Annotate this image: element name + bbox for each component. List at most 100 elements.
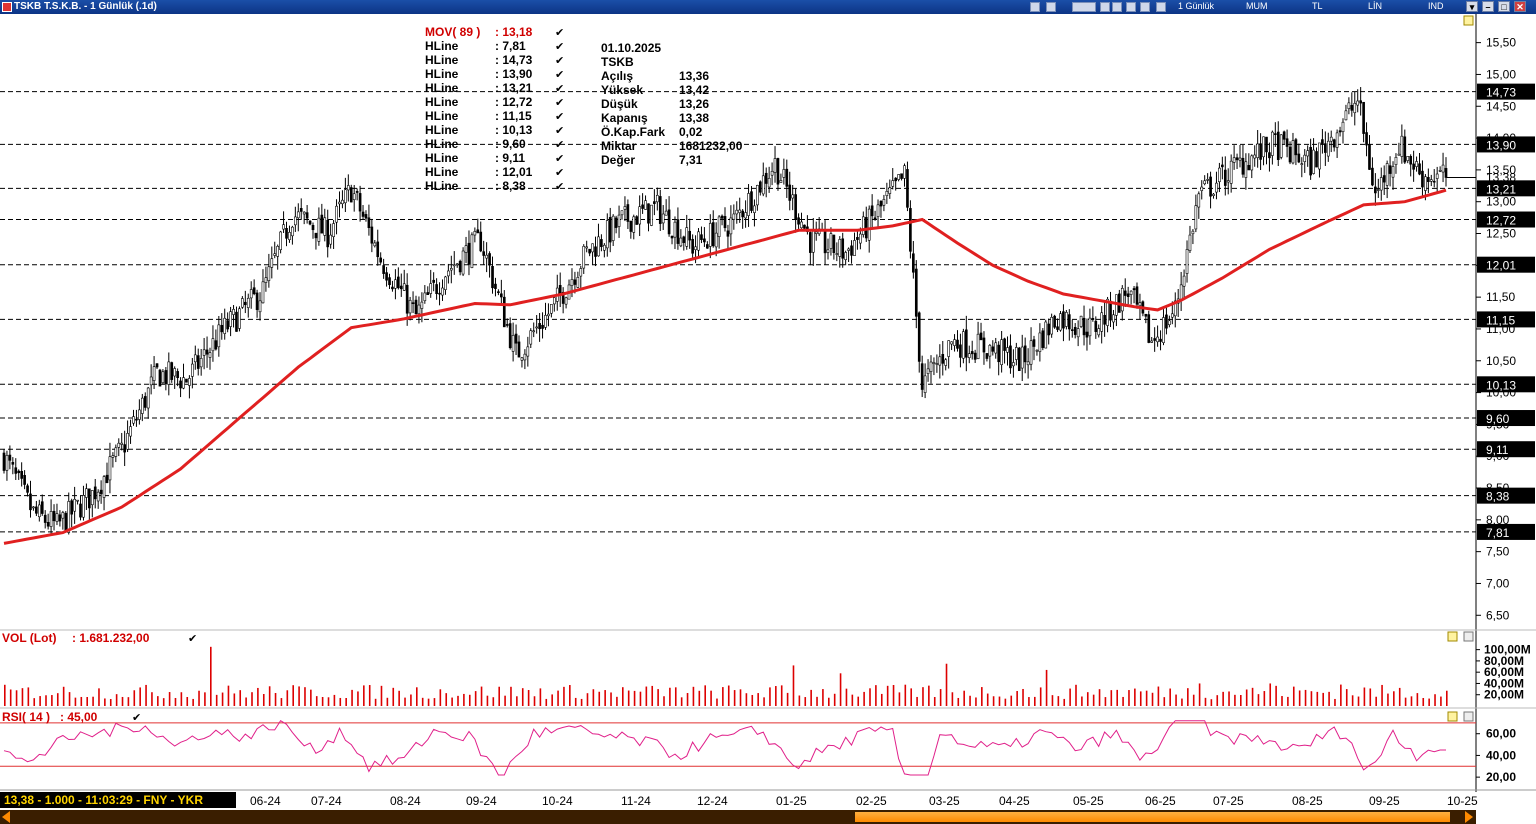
candle	[414, 295, 418, 315]
candle	[953, 334, 956, 352]
toolbar-currency[interactable]: TL	[1312, 1, 1323, 11]
rsi-close-button[interactable]	[1463, 711, 1474, 722]
toolbar-icon-2[interactable]	[1046, 2, 1056, 12]
volume-bar	[304, 687, 306, 706]
volume-bar	[404, 697, 406, 706]
candle	[382, 258, 385, 279]
candle	[138, 399, 141, 425]
volume-bar	[1234, 694, 1236, 706]
candle	[508, 317, 512, 350]
toolbar-scale[interactable]: LİN	[1368, 1, 1383, 11]
check-icon[interactable]: ✔	[555, 181, 564, 193]
candle	[608, 207, 612, 253]
volume-bar	[527, 690, 530, 706]
check-icon[interactable]: ✔	[555, 125, 564, 137]
scroll-right-icon[interactable]	[1465, 811, 1473, 823]
check-icon[interactable]: ✔	[555, 41, 564, 53]
chart-area[interactable]: 15,5015,0014,5014,0013,5013,0012,5012,00…	[0, 0, 1536, 792]
check-icon[interactable]: ✔	[555, 83, 564, 95]
volume-bar	[439, 689, 442, 706]
candle	[1427, 168, 1430, 194]
candle	[1179, 271, 1183, 311]
candle	[1223, 156, 1227, 196]
minimize-button[interactable]: –	[1482, 1, 1494, 12]
candle	[1144, 313, 1148, 324]
volume-close-button[interactable]	[1463, 631, 1474, 642]
toolbar-icon-5[interactable]	[1112, 2, 1122, 12]
hline-legend-value: : 9,11	[495, 151, 525, 165]
volume-bar	[227, 685, 230, 706]
volume-bar	[1157, 686, 1160, 706]
candle	[1206, 173, 1209, 184]
check-icon[interactable]: ✔	[555, 55, 564, 67]
info-value: 13,26	[679, 97, 709, 111]
candle	[229, 306, 232, 337]
candle	[617, 205, 621, 238]
price-y-tick-label: 15,50	[1486, 36, 1516, 50]
toolbar-icon-1[interactable]	[1030, 2, 1040, 12]
candle	[1194, 194, 1198, 233]
candle	[753, 199, 756, 227]
check-icon[interactable]: ✔	[555, 139, 564, 151]
price-panel-button[interactable]	[1463, 15, 1474, 26]
check-icon[interactable]: ✔	[555, 153, 564, 165]
volume-bar	[880, 693, 883, 706]
x-tick-label: 10-24	[542, 794, 573, 808]
candle	[146, 386, 150, 419]
toolbar-icon-8[interactable]	[1156, 2, 1166, 12]
toolbar-icon-7[interactable]	[1140, 2, 1150, 12]
candle	[117, 438, 121, 457]
candle	[1415, 156, 1418, 172]
toolbar-period[interactable]: 1 Günlük	[1178, 1, 1215, 11]
toolbar-icon-6[interactable]	[1126, 2, 1136, 12]
candle	[317, 207, 321, 246]
volume-bar	[904, 684, 907, 706]
dropdown-button[interactable]: ▾	[1466, 1, 1478, 12]
candle	[1374, 173, 1377, 206]
candle	[1050, 313, 1053, 338]
volume-bar	[745, 693, 748, 706]
volume-bar	[1122, 696, 1124, 706]
scroll-left-icon[interactable]	[2, 811, 10, 823]
check-icon[interactable]: ✔	[555, 111, 564, 123]
candle	[941, 340, 945, 376]
candle	[2, 448, 6, 474]
candle	[726, 224, 730, 250]
toolbar-indicator[interactable]: IND	[1428, 1, 1444, 11]
candle	[458, 259, 462, 276]
candle	[261, 269, 265, 304]
toolbar-chart-type[interactable]: MUM	[1246, 1, 1268, 11]
candle	[1017, 346, 1021, 372]
volume-panel-button[interactable]	[1447, 631, 1458, 642]
rsi-panel-button[interactable]	[1447, 711, 1458, 722]
volume-bar	[1128, 690, 1130, 706]
check-icon[interactable]: ✔	[555, 97, 564, 109]
horizontal-scrollbar[interactable]	[0, 810, 1476, 824]
candle	[800, 212, 803, 229]
x-tick-label: 05-25	[1073, 794, 1104, 808]
candle	[102, 475, 106, 511]
candle	[96, 489, 100, 509]
candlestick-series	[2, 87, 1448, 536]
candle	[782, 158, 786, 185]
volume-bar	[162, 698, 165, 706]
info-value: 7,31	[679, 153, 703, 167]
check-icon[interactable]: ✔	[555, 167, 564, 179]
volume-bar	[786, 692, 789, 706]
candle	[756, 184, 759, 211]
check-icon[interactable]: ✔	[555, 69, 564, 81]
candle	[79, 495, 82, 521]
panel-buttons[interactable]	[1447, 15, 1474, 722]
toolbar-icon-3[interactable]	[1072, 2, 1096, 12]
hline-label-box	[1477, 410, 1535, 427]
scroll-thumb[interactable]	[855, 812, 1450, 822]
maximize-button[interactable]: □	[1498, 1, 1510, 12]
candle	[105, 462, 109, 484]
candle	[467, 230, 471, 276]
toolbar-icon-4[interactable]	[1100, 2, 1110, 12]
candle	[938, 344, 942, 379]
close-button[interactable]: ✕	[1514, 1, 1526, 12]
volume-bar	[851, 694, 854, 706]
candle	[567, 279, 571, 300]
candle	[779, 173, 783, 183]
